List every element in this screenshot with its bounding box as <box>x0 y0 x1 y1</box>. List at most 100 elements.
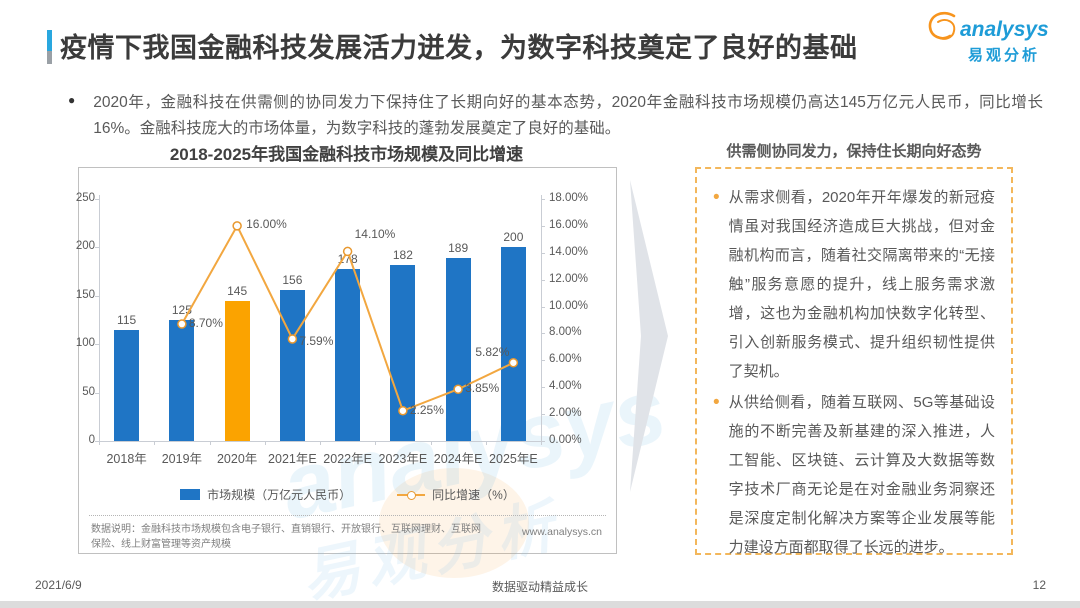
line-value-label: 16.00% <box>246 216 287 231</box>
right-axis-tick-label: 2.00% <box>549 407 582 420</box>
panel-bullet-1-text: 从需求侧看，2020年开年爆发的新冠疫情虽对我国经济造成巨大挑战，但对金融机构而… <box>728 189 995 380</box>
bar-value-label: 178 <box>337 251 358 266</box>
left-axis-line <box>99 195 100 441</box>
left-axis-tickmark <box>95 344 99 346</box>
right-axis-tick-label: 10.00% <box>549 299 589 312</box>
footer-bar <box>0 601 1080 608</box>
page-title: 疫情下我国金融科技发展活力迸发，为数字科技奠定了良好的基础 <box>60 33 858 63</box>
left-axis-tickmark <box>95 199 99 200</box>
line-value-label: 3.85% <box>465 381 500 396</box>
title-accent-bar <box>47 30 52 64</box>
right-axis-tick-label: 14.00% <box>549 245 589 258</box>
bar-value-label: 189 <box>448 241 469 256</box>
bar-value-label: 182 <box>392 247 413 262</box>
summary-text: 2020年，金融科技在供需侧的协同发力下保持住了长期向好的基本态势，2020年金… <box>93 94 1043 137</box>
bar-2022年E <box>335 268 361 441</box>
x-category-label: 2019年 <box>161 452 203 466</box>
right-axis-tickmark <box>541 225 545 227</box>
orange-bullet-icon: • <box>713 187 720 208</box>
left-axis-tick-label: 0 <box>88 434 95 446</box>
orange-bullet-icon: • <box>713 392 720 413</box>
bar-value-label: 115 <box>117 312 137 327</box>
x-category-label: 2025年E <box>489 452 538 466</box>
logo-brand-text: analysys <box>960 18 1049 41</box>
legend-item-bar: 市场规模（万亿元人民币） <box>180 486 351 503</box>
right-axis-tickmark <box>541 199 545 200</box>
right-axis-tick-label: 4.00% <box>549 380 582 393</box>
chart-title: 2018-2025年我国金融科技市场规模及同比增速 <box>169 145 524 164</box>
right-axis-tick-label: 0.00% <box>549 434 582 446</box>
x-axis-tickmark <box>430 441 432 445</box>
chart-legend: 市场规模（万亿元人民币） 同比增速（%） <box>79 486 616 503</box>
bar-value-label: 125 <box>171 303 192 317</box>
insight-panel: • 从需求侧看，2020年开年爆发的新冠疫情虽对我国经济造成巨大挑战，但对金融机… <box>695 167 1013 556</box>
x-category-label: 2024年E <box>433 452 483 466</box>
line-value-label: 14.10% <box>354 227 396 242</box>
right-axis-tickmark <box>541 333 545 335</box>
bar-2018年 <box>114 329 140 441</box>
flow-arrow-icon <box>630 180 668 492</box>
line-legend-swatch-icon <box>397 489 426 500</box>
panel-heading: 供需侧协同发力，保持住长期向好态势 <box>726 143 982 160</box>
right-axis-tick-label: 8.00% <box>549 326 582 339</box>
right-axis-tickmark <box>541 360 545 362</box>
left-axis-tickmark <box>95 441 99 442</box>
right-axis-tickmark <box>541 279 545 281</box>
analysys-logo: analysys 易观分析 <box>928 8 1052 64</box>
left-axis-tick-label: 250 <box>75 192 95 204</box>
right-axis-tick-label: 12.00% <box>549 272 589 285</box>
x-axis-tickmark <box>485 441 487 445</box>
bar-2021年E <box>279 289 305 441</box>
summary-bullet: ● 2020年，金融科技在供需侧的协同发力下保持住了长期向好的基本态势，2020… <box>68 90 1043 142</box>
chart-plot-area: 0 50 100 150 200 250 0.00% 2.00% 4.00% 6.00% 8.00%… <box>76 168 616 553</box>
x-axis-tickmark <box>264 441 266 445</box>
x-axis-tickmark <box>154 441 156 445</box>
bar-value-label: 200 <box>503 230 524 245</box>
note-separator <box>89 515 606 516</box>
line-value-label: 7.59% <box>299 333 334 348</box>
right-axis-line <box>541 195 542 441</box>
panel-bullet-2-text: 从供给侧看，随着互联网、5G等基础设施的不断完善及新基建的深入推进，人工智能、区… <box>728 394 995 556</box>
source-url[interactable]: www.analysys.cn <box>522 526 602 538</box>
x-axis-tickmark <box>99 441 100 445</box>
panel-bullet-1: • 从需求侧看，2020年开年爆发的新冠疫情虽对我国经济造成巨大挑战，但对金融机… <box>713 183 995 386</box>
x-axis-tickmark <box>375 441 377 445</box>
right-axis-tick-label: 16.00% <box>549 218 589 231</box>
left-axis-tick-label: 200 <box>75 240 95 253</box>
chart-data-note: 数据说明：金融科技市场规模包含电子银行、直销银行、开放银行、互联网理财、互联网保… <box>91 524 481 550</box>
right-axis-tick-label: 6.00% <box>549 353 582 366</box>
x-axis-tickmark <box>209 441 211 445</box>
x-category-label: 2020年 <box>216 452 258 466</box>
left-axis-tickmark <box>95 392 99 394</box>
bar-value-label: 156 <box>282 272 303 287</box>
line-value-label: 8.70% <box>188 316 223 331</box>
panel-bullet-2: • 从供给侧看，随着互联网、5G等基础设施的不断完善及新基建的深入推进，人工智能… <box>713 388 995 562</box>
x-axis-tickmark <box>320 441 321 445</box>
bullet-dot-icon: ● <box>68 93 76 107</box>
x-category-label: 2018年 <box>106 452 147 466</box>
footer-slogan: 数据驱动精益成长 <box>491 580 588 594</box>
x-category-label: 2023年E <box>378 452 428 466</box>
bar-2019年 <box>169 320 195 441</box>
right-axis-tickmark <box>541 441 545 442</box>
x-axis-tickmark <box>541 441 542 445</box>
legend-line-label: 同比增速（%） <box>432 488 515 502</box>
left-axis-tick-label: 100 <box>75 337 95 350</box>
left-axis-tickmark <box>95 295 99 297</box>
left-axis-tick-label: 150 <box>75 288 95 301</box>
footer-page-number: 12 <box>1032 578 1046 592</box>
line-value-label: 2.25% <box>409 402 444 417</box>
right-axis-tickmark <box>541 252 545 254</box>
bar-legend-swatch-icon <box>180 489 201 500</box>
left-axis-tick-label: 50 <box>82 385 95 398</box>
right-axis-tickmark <box>541 387 545 389</box>
legend-item-line: 同比增速（%） <box>397 486 515 503</box>
right-axis-tickmark <box>541 306 545 308</box>
left-axis-tickmark <box>95 247 99 249</box>
x-category-label: 2022年E <box>323 452 372 466</box>
bar-value-label: 145 <box>227 283 248 298</box>
x-category-label: 2021年E <box>268 452 317 466</box>
right-axis-tickmark <box>541 414 545 416</box>
footer-date: 2021/6/9 <box>35 578 82 592</box>
